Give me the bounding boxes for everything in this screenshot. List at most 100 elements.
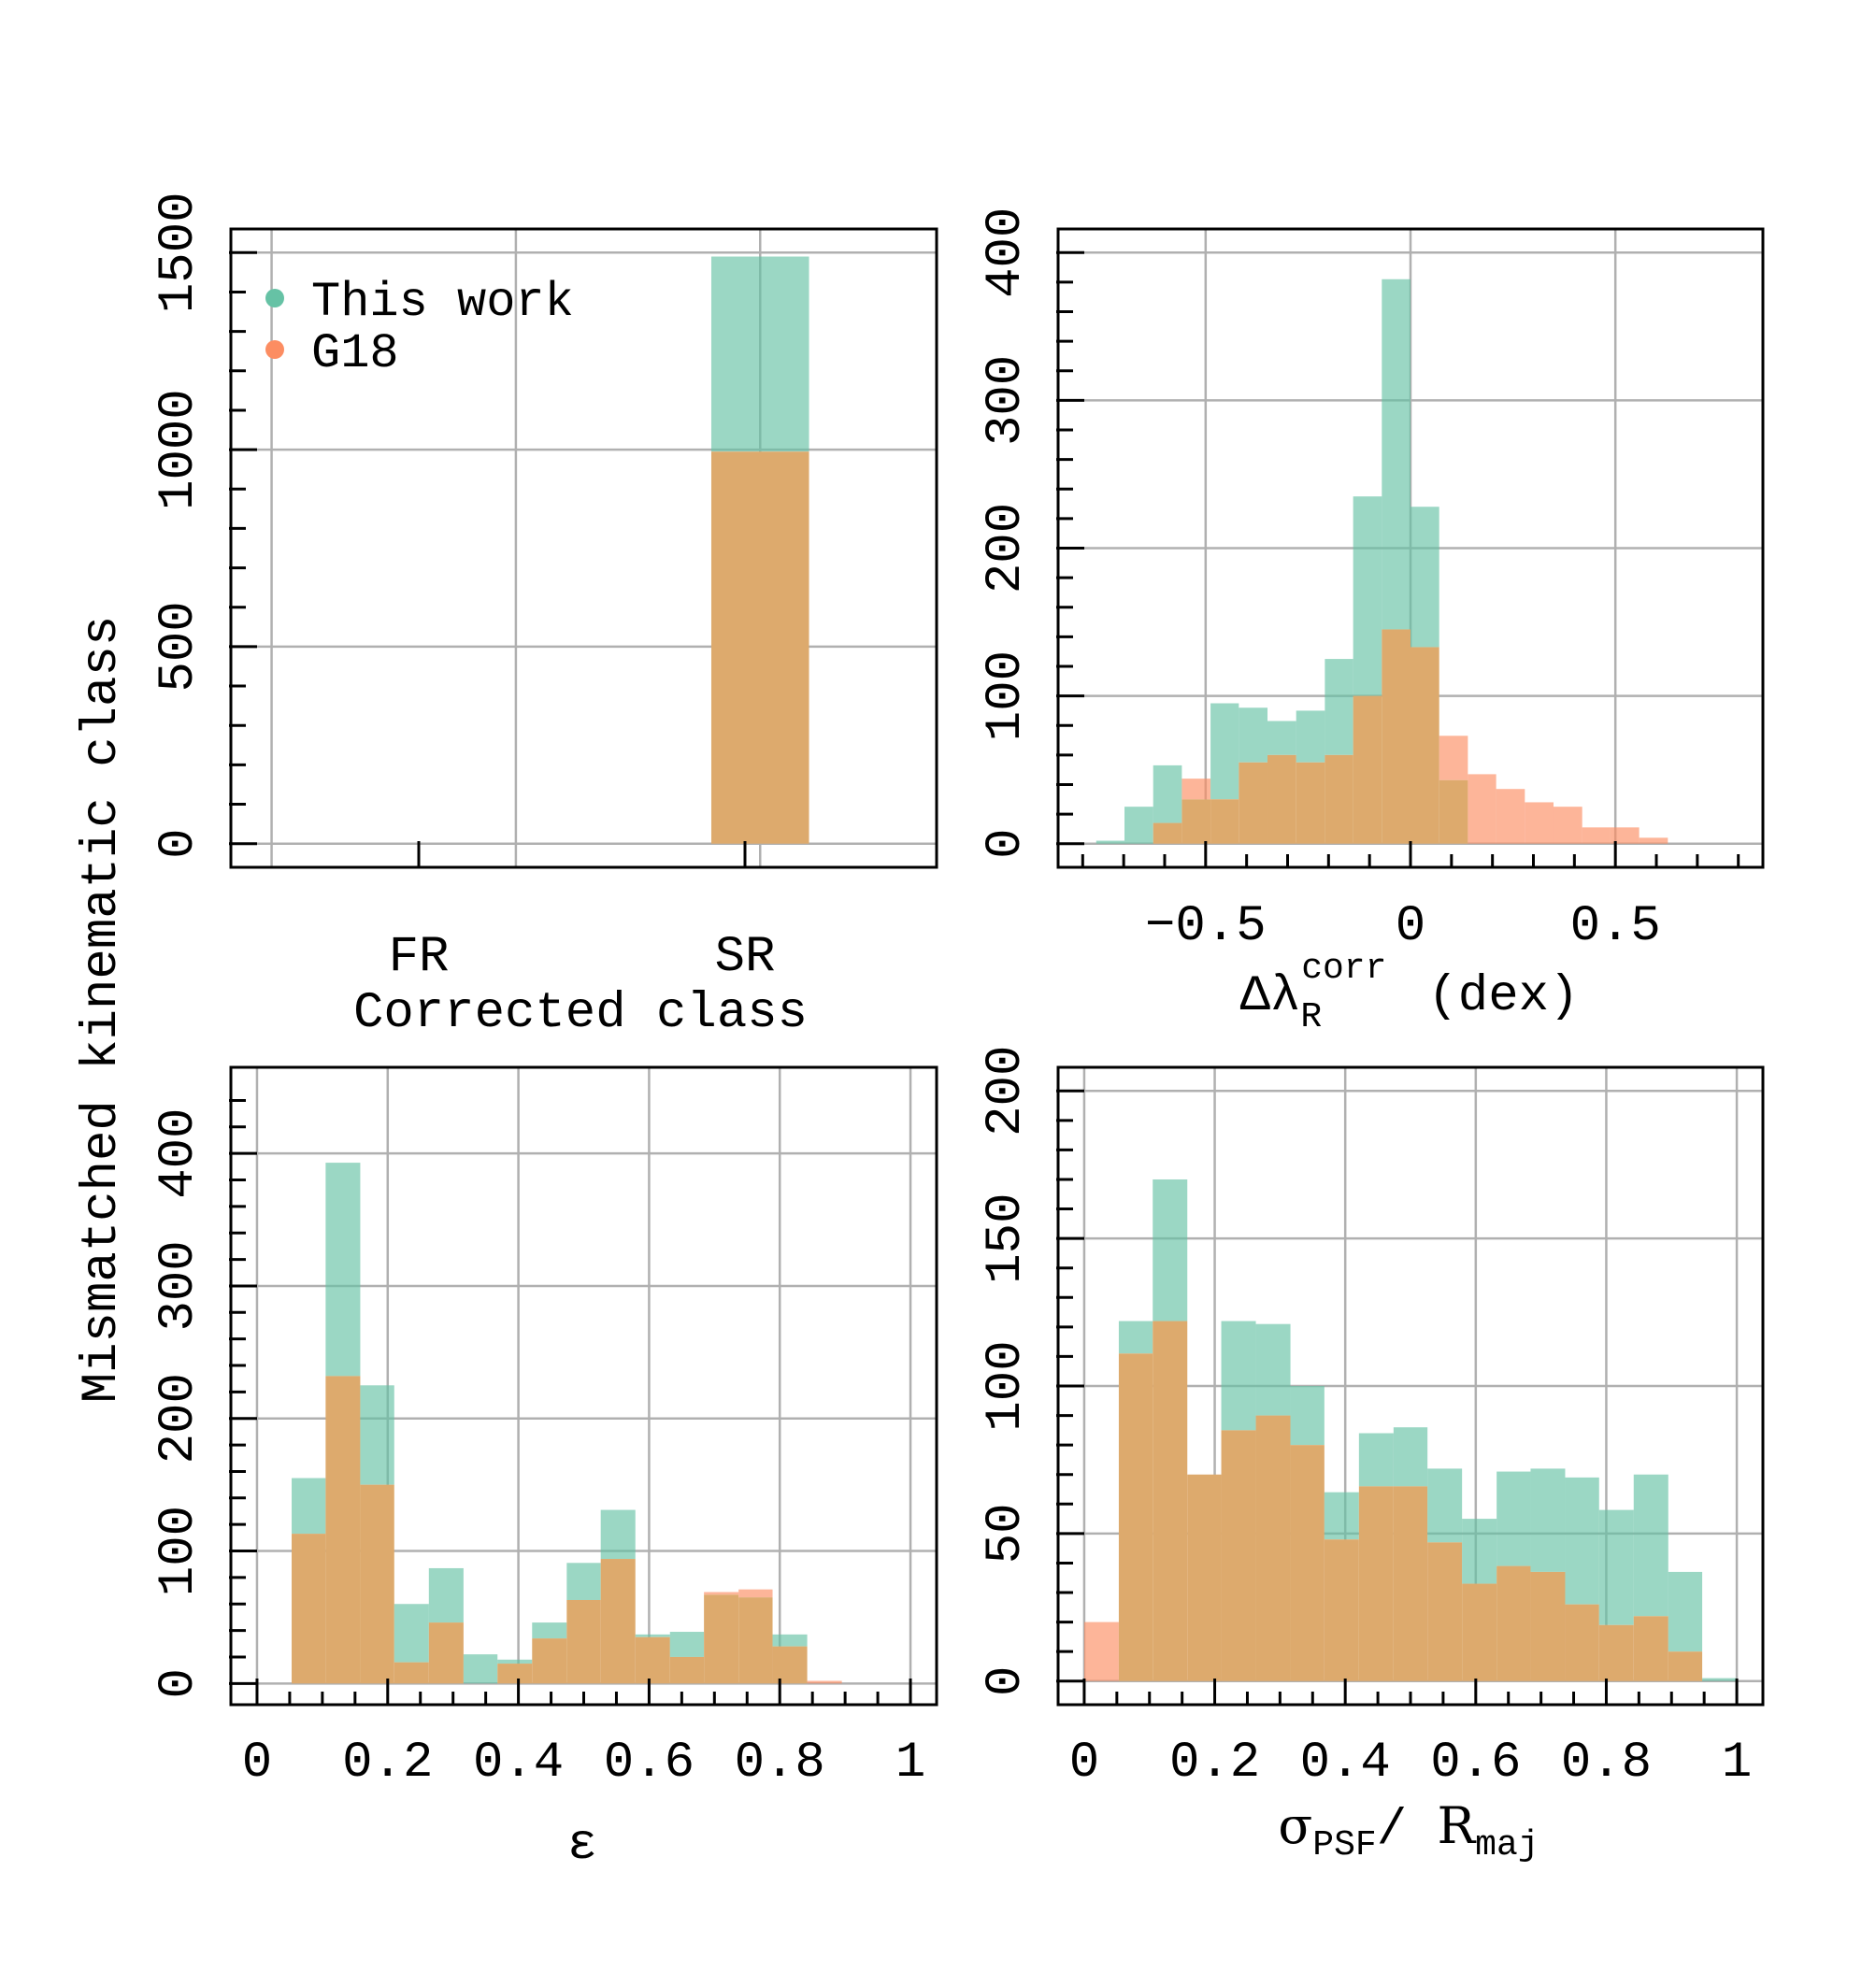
dlambda-bin-overlap-10 [1382,629,1411,844]
eps-bin-overlap-6 [497,1664,533,1684]
xlabel-dlambda-sup: corr [1301,949,1386,989]
xlabel-psf-second-sub: maj [1475,1825,1539,1865]
class-bar-overlap-SR [710,451,809,844]
dlambda-bin-overlap-11 [1411,647,1439,844]
psf-bin-upper-16 [1633,1474,1668,1617]
psf-xtick-label-5: 1 [1722,1735,1752,1792]
panel-dlambda: 0 100 200 300 400 −0.5 0 0.5 ΔλRcorr (dex) [978,207,1765,1037]
psf-xtick-label-1: 0.2 [1169,1735,1260,1792]
legend-label-this-work: This work [311,275,574,330]
eps-bin-upper-12 [704,1592,739,1595]
psf-ytick-label-0: 0 [978,1666,1035,1696]
dlambda-bin-upper-19 [1639,837,1668,844]
eps-bin-overlap-9 [600,1559,636,1684]
xlabel-dlambda-sub: R [1300,997,1322,1037]
psf-bin-overlap-4 [1221,1430,1256,1681]
ticks-dlambda [1056,250,1740,867]
dlambda-bin-upper-14 [1496,789,1525,844]
eps-ytick-label-3: 300 [150,1240,208,1331]
legend: This work G18 [265,275,574,381]
eps-xtick-label-0: 0 [242,1735,272,1792]
eps-xtick-label-3: 0.6 [604,1735,695,1792]
psf-xtick-label-4: 0.8 [1561,1735,1652,1792]
psf-bin-upper-7 [1324,1492,1359,1540]
psf-bin-upper-9 [1393,1427,1428,1487]
psf-ytick-label-4: 200 [978,1046,1035,1136]
xticklabels-psf: 0 0.2 0.4 0.6 0.8 1 [1069,1735,1753,1792]
frame-eps [229,1065,938,1707]
dlambda-bin-overlap-5 [1239,762,1268,844]
psf-bin-upper-13 [1530,1468,1566,1572]
psf-bin-overlap-16 [1633,1616,1668,1681]
eps-bin-overlap-12 [704,1594,739,1684]
eps-bin-overlap-3 [394,1662,429,1684]
psf-bin-overlap-17 [1668,1651,1703,1681]
panel-eps: 0 100 200 300 400 0 0.2 0.4 0.6 0.8 1 ε [150,1065,938,1874]
yticklabels-psf: 0 50 100 150 200 [978,1046,1035,1696]
eps-bin-upper-11 [669,1632,705,1657]
eps-bin-upper-15 [807,1680,842,1684]
psf-bin-overlap-8 [1358,1486,1394,1681]
dlambda-bin-upper-4 [1210,703,1239,800]
dlambda-xtick-label-1: 0 [1396,898,1425,955]
dlambda-bin-overlap-2 [1153,822,1182,844]
legend-marker-g18 [265,340,284,359]
psf-bin-upper-17 [1668,1571,1703,1652]
psf-xtick-label-0: 0 [1069,1735,1099,1792]
legend-label-g18: G18 [311,326,399,381]
psf-ytick-label-2: 100 [978,1340,1035,1431]
psf-bin-overlap-15 [1598,1624,1634,1681]
eps-ytick-label-0: 0 [150,1668,208,1698]
psf-bin-overlap-14 [1565,1604,1599,1681]
frame-dlambda [1056,227,1765,869]
dlambda-bin-upper-17 [1582,827,1611,844]
xlabel-psf-main: σ [1278,1796,1312,1855]
dlambda-bin-upper-18 [1610,827,1640,844]
dlambda-bin-upper-10 [1382,279,1411,630]
dlambda-ytick-label-1: 100 [978,650,1035,741]
eps-ytick-label-2: 200 [150,1373,208,1464]
dlambda-xtick-label-2: 0.5 [1570,898,1661,955]
yticklabels-eps: 0 100 200 300 400 [150,1108,208,1699]
xlabel-psf: σPSF/ Rmaj [1278,1796,1539,1865]
psf-bin-upper-11 [1462,1519,1497,1584]
bars-eps [292,1163,842,1684]
psf-bin-upper-8 [1358,1433,1394,1487]
eps-bin-upper-7 [532,1622,567,1639]
dlambda-bin-overlap-4 [1210,799,1239,844]
eps-bin-overlap-1 [325,1376,361,1684]
psf-bin-overlap-2 [1153,1321,1188,1681]
dlambda-bin-upper-8 [1325,659,1353,755]
eps-ytick-label-1: 100 [150,1506,208,1596]
psf-bin-upper-0 [1083,1622,1119,1681]
eps-bin-upper-6 [497,1659,533,1665]
eps-bin-upper-8 [566,1563,601,1600]
psf-bin-overlap-5 [1255,1415,1291,1681]
xlabel-psf-main-sub: PSF [1312,1825,1376,1865]
dlambda-bin-overlap-12 [1439,779,1468,844]
dlambda-ytick-label-0: 0 [978,829,1035,859]
dlambda-bin-overlap-9 [1353,695,1382,844]
dlambda-bin-upper-15 [1525,802,1554,844]
psf-bin-upper-18 [1702,1678,1738,1681]
psf-bin-overlap-12 [1497,1565,1531,1681]
eps-bin-overlap-14 [772,1646,808,1684]
dlambda-bin-upper-6 [1267,721,1296,755]
dlambda-bin-upper-12 [1439,736,1468,780]
xtick-label-fr: FR [389,929,450,986]
xticklabels-dlambda: −0.5 0 0.5 [1145,898,1661,955]
psf-bin-upper-6 [1290,1386,1325,1446]
ticks-eps [229,1098,912,1705]
eps-bin-upper-10 [635,1634,670,1637]
class-bar-upper-SR [710,256,809,452]
eps-bin-upper-4 [428,1567,464,1623]
xtick-label-sr: SR [715,929,776,986]
eps-bin-overlap-11 [669,1656,705,1684]
xlabel-dlambda-main: Δλ [1240,968,1301,1025]
class-ytick-label-3: 1500 [150,192,208,313]
psf-bin-upper-2 [1153,1179,1188,1322]
psf-ytick-label-1: 50 [978,1503,1035,1564]
bars-dlambda [1096,279,1668,844]
frame-psf [1056,1065,1765,1707]
dlambda-ytick-label-2: 200 [978,503,1035,593]
